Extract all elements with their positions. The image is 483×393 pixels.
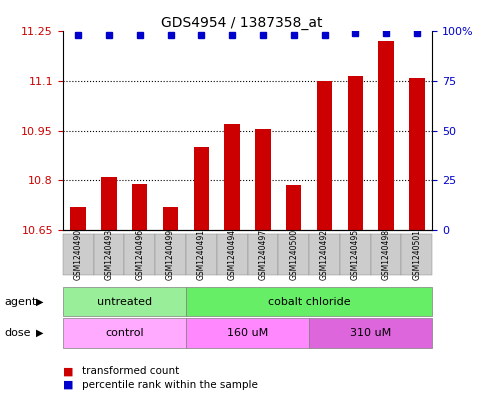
Text: GSM1240494: GSM1240494	[227, 229, 237, 280]
Text: GSM1240497: GSM1240497	[258, 229, 268, 280]
Text: GSM1240491: GSM1240491	[197, 229, 206, 280]
Text: GSM1240500: GSM1240500	[289, 229, 298, 280]
Text: dose: dose	[5, 328, 31, 338]
Text: cobalt chloride: cobalt chloride	[268, 297, 351, 307]
Bar	[378, 41, 394, 230]
Text: ▶: ▶	[36, 297, 43, 307]
Text: ■: ■	[63, 366, 73, 376]
Bar	[409, 78, 425, 230]
Text: GSM1240490: GSM1240490	[74, 229, 83, 280]
Text: GSM1240493: GSM1240493	[104, 229, 114, 280]
Text: ■: ■	[63, 380, 73, 390]
Bar	[317, 81, 332, 230]
Text: 160 uM: 160 uM	[227, 328, 268, 338]
Bar	[71, 207, 86, 230]
Bar	[194, 147, 209, 230]
Text: GSM1240495: GSM1240495	[351, 229, 360, 280]
Bar	[255, 129, 270, 230]
Text: GDS4954 / 1387358_at: GDS4954 / 1387358_at	[161, 16, 322, 30]
Text: agent: agent	[5, 297, 37, 307]
Bar	[101, 177, 117, 230]
Text: GSM1240496: GSM1240496	[135, 229, 144, 280]
Bar	[225, 124, 240, 230]
Text: untreated: untreated	[97, 297, 152, 307]
Text: transformed count: transformed count	[82, 366, 179, 376]
Text: control: control	[105, 328, 143, 338]
Text: GSM1240501: GSM1240501	[412, 229, 421, 280]
Text: percentile rank within the sample: percentile rank within the sample	[82, 380, 258, 390]
Text: GSM1240499: GSM1240499	[166, 229, 175, 280]
Bar	[163, 207, 178, 230]
Text: 310 uM: 310 uM	[350, 328, 391, 338]
Bar	[132, 184, 147, 230]
Bar	[348, 76, 363, 230]
Bar	[286, 185, 301, 230]
Text: GSM1240492: GSM1240492	[320, 229, 329, 280]
Text: ▶: ▶	[36, 328, 43, 338]
Text: GSM1240498: GSM1240498	[382, 229, 391, 280]
